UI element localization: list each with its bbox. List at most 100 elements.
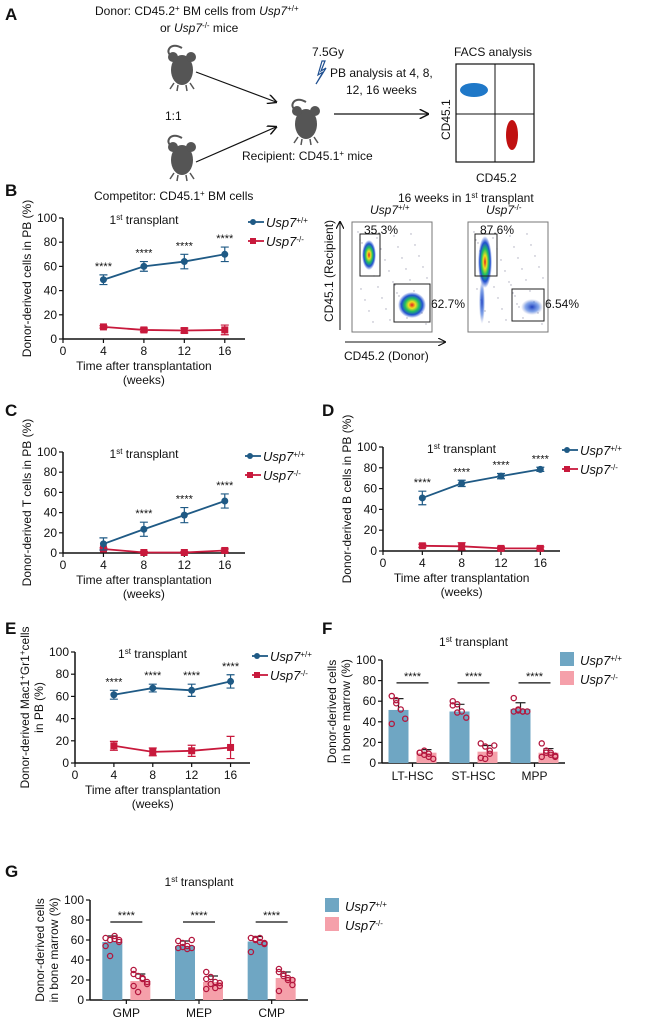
event-dot [414,244,416,246]
event-dot [473,231,475,233]
y-tick-label: 40 [71,953,85,967]
event-dot [368,310,370,312]
significance-stars: **** [135,508,153,520]
legend-label: Usp7+/+ [266,215,308,230]
facs-y-label: CD45.1 [439,99,453,140]
significance-stars: **** [222,661,240,673]
legend-item: Usp7+/+ [325,898,387,914]
replicate-point [392,700,400,707]
donor-gate [511,288,545,322]
significance-stars: **** [465,671,483,683]
flow-y-label: CD45.1 (Recipient) [322,220,336,322]
x-tick-label: 4 [419,556,426,570]
series-line [103,253,225,281]
recipient-percent: 35.3% [364,223,398,237]
event-dot [401,257,403,259]
series-line [103,500,226,545]
y-tick-label: 40 [364,502,378,516]
y-tick-label: 80 [363,674,377,688]
y-tick-label: 0 [369,756,376,770]
panel-label-a: A [5,5,17,24]
replicate-point [179,939,186,947]
category-label: ST-HSC [451,769,495,783]
legend-label: Usp7-/- [580,462,618,477]
y-axis-label: Donor-derived cells [33,898,47,1001]
significance-stars: **** [263,910,281,922]
data-point [458,479,466,487]
bar [538,752,559,763]
x-tick-label: 12 [178,344,192,358]
bar-group [174,936,195,1000]
bar-group [102,932,123,1000]
significance-stars: **** [176,240,194,252]
event-dot [514,295,516,297]
y-tick-label: 40 [44,506,58,520]
legend-label: Usp7+/+ [345,899,387,914]
legend-item: Usp7+/+ [248,215,308,230]
facs-recipient-population [460,83,488,97]
legend-swatch [560,671,574,685]
bar-group [510,694,531,763]
donor-text: Donor: CD45.2+ BM cells from Usp7+/+ [95,4,299,18]
data-point [140,326,148,334]
data-point [221,250,229,258]
y-tick-label: 20 [71,973,85,987]
series-line [422,544,541,550]
replicate-point [275,987,283,995]
event-dot [357,231,359,233]
y-axis-label: Donor-derived T cells in PB (%) [20,419,34,587]
y-tick-label: 100 [357,440,377,454]
category-label: MEP [186,1006,212,1020]
bar [388,709,409,763]
x-tick-label: 12 [494,556,508,570]
event-dot [534,255,536,257]
y-tick-label: 20 [363,735,377,749]
chart-title: 1st transplant [118,647,188,661]
x-tick-label: 0 [380,556,387,570]
replicate-point [519,708,527,715]
data-point [99,276,107,284]
flow-cytometry-panel: 16 weeks in 1st transplant CD45.1 (Recip… [322,191,579,363]
event-dot [425,323,427,325]
event-dot [513,246,515,248]
x-tick-label: 4 [100,344,107,358]
event-dot [377,286,379,288]
chart-title: 1st transplant [110,213,180,227]
significance-stars: **** [176,494,194,506]
flow-title: 16 weeks in 1st transplant [398,191,534,205]
replicate-point [425,750,432,757]
replicate-point [449,697,456,705]
replicate-point [130,982,137,990]
significance-stars: **** [216,480,234,492]
legend-item: Usp7-/- [248,234,304,249]
replicate-point [102,942,109,950]
x-tick-label: 8 [141,558,148,572]
bar [175,946,195,1000]
category-label: LT-HSC [392,769,434,783]
panel-label-b: B [5,181,17,200]
replicate-point [115,938,123,946]
data-point [227,743,235,751]
data-point [140,525,148,533]
significance-stars: **** [526,671,544,683]
significance-stars: **** [190,910,208,922]
x-tick-label: 16 [218,558,232,572]
legend-marker [564,447,570,453]
panel-label-c: C [5,401,17,420]
data-point [458,542,466,550]
y-axis-label: Donor-derived cells [325,660,339,763]
replicate-point [547,749,555,756]
replicate-point [481,743,489,750]
replicate-point [202,985,210,993]
replicate-point [486,747,493,754]
facs-title: FACS analysis [454,45,532,59]
series [109,735,235,760]
recipient-gate [474,233,498,277]
bar-group [247,934,268,1000]
event-dot [372,321,374,323]
replicate-point [429,755,437,763]
bar [102,942,123,1000]
